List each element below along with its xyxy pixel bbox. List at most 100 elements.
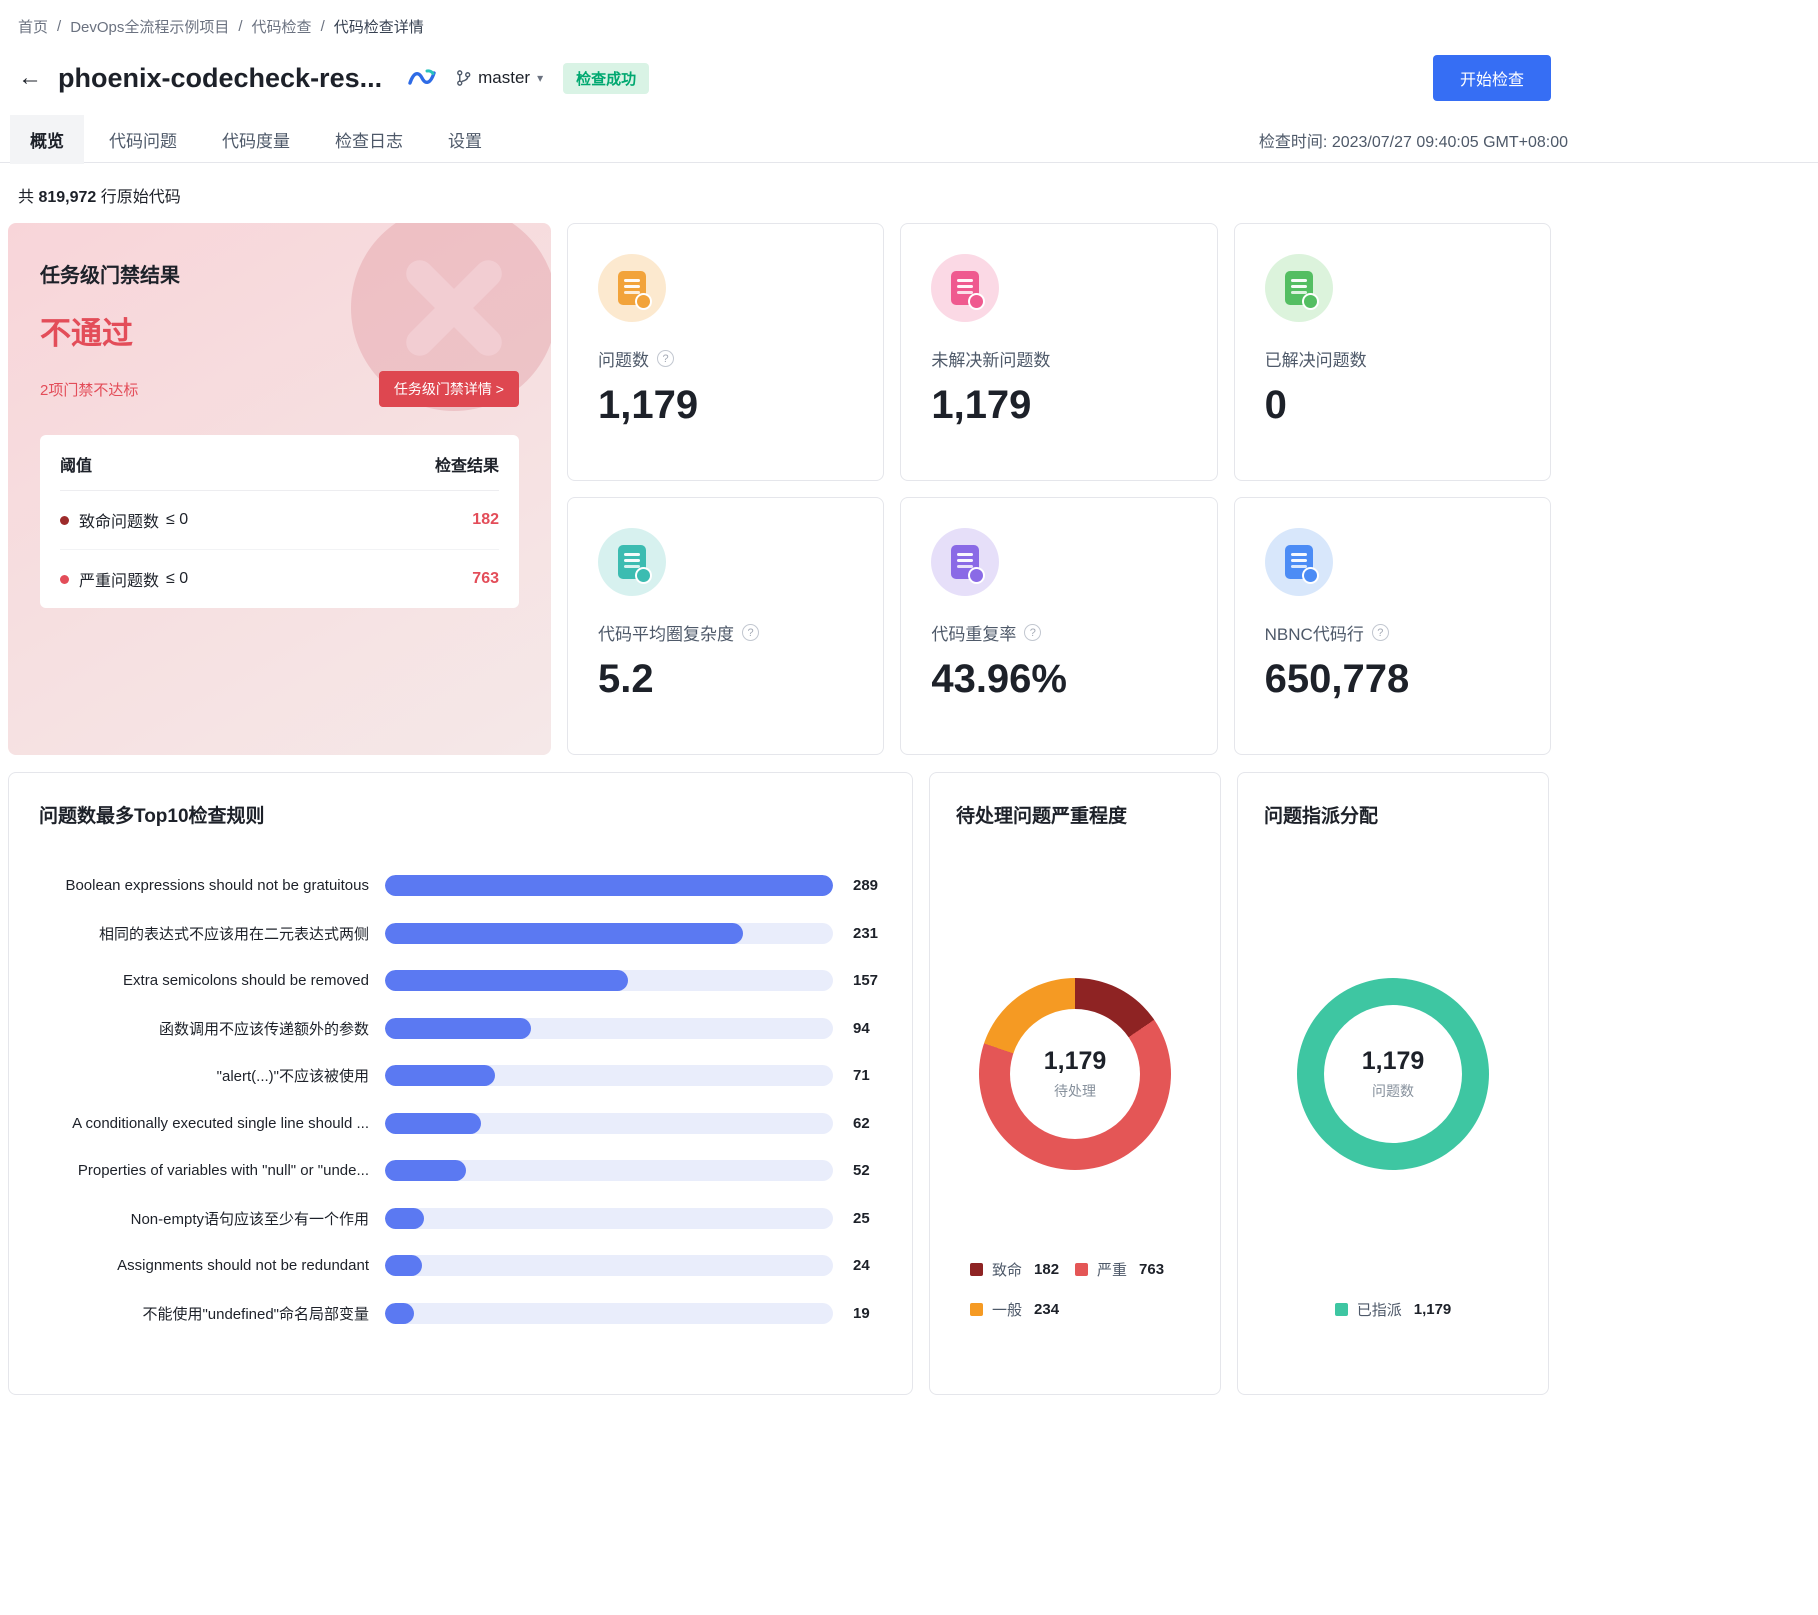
metric-card-unresolved: 未解决新问题数 1,179 [900, 223, 1218, 481]
severity-legend: 致命 182 严重 763 一般 234 [956, 1259, 1194, 1320]
rule-bar-track [385, 1207, 833, 1229]
rule-label: Non-empty语句应该至少有一个作用 [130, 1210, 369, 1228]
help-icon[interactable]: ? [742, 624, 759, 641]
page-title: phoenix-codecheck-res... [58, 62, 383, 93]
gate-title: 任务级门禁结果 [40, 265, 180, 287]
rule-bar-track [385, 970, 833, 992]
metric-value: 650,778 [1264, 657, 1410, 701]
branch-icon [457, 70, 471, 86]
rule-label: Assignments should not be redundant [117, 1257, 369, 1275]
assignment-card-title: 问题指派分配 [1264, 806, 1379, 827]
rule-bar [385, 1207, 424, 1229]
breadcrumb-project[interactable]: DevOps全流程示例项目 [70, 19, 230, 36]
legend-item-assigned: 已指派 1,179 [1334, 1299, 1451, 1320]
rule-bar [385, 1112, 482, 1134]
codecheck-logo-icon [406, 62, 438, 94]
legend-swatch [1334, 1303, 1348, 1316]
back-button[interactable]: ← [18, 64, 42, 91]
gate-subtitle: 2项门禁不达标 [40, 381, 139, 399]
metric-label: 问题数 [598, 351, 649, 370]
rule-value: 289 [853, 877, 879, 895]
rule-bar [385, 1302, 415, 1324]
loc-count: 819,972 [38, 189, 97, 206]
metric-value: 43.96% [931, 657, 1067, 701]
metric-label: 已解决问题数 [1264, 351, 1367, 370]
rule-label: 相同的表达式不应该用在二元表达式两侧 [98, 925, 369, 943]
breadcrumb: 首页 / DevOps全流程示例项目 / 代码检查 / 代码检查详情 [0, 0, 1818, 43]
breadcrumb-codecheck[interactable]: 代码检查 [251, 19, 312, 36]
metric-value: 5.2 [598, 657, 654, 701]
help-icon[interactable]: ? [1371, 624, 1389, 641]
rule-label: "alert(...)"不应该被使用 [216, 1068, 369, 1086]
rule-bar-row: Properties of variables with "null" or "… [39, 1147, 882, 1195]
duplication-icon [931, 528, 1000, 596]
severity-card: 待处理问题严重程度 1,179 待处理 致命 182 [929, 772, 1221, 1395]
start-check-button[interactable]: 开始检查 [1432, 55, 1551, 101]
assignment-legend: 已指派 1,179 [1264, 1299, 1522, 1320]
gate-detail-button[interactable]: 任务级门禁详情 > [378, 371, 519, 407]
help-icon[interactable]: ? [657, 350, 674, 367]
severity-dot [60, 574, 69, 584]
rule-bar-track [385, 1112, 833, 1134]
rule-label: Properties of variables with "null" or "… [77, 1162, 369, 1180]
gate-result: 不通过 [40, 316, 133, 351]
breadcrumb-separator: / [238, 18, 243, 35]
rule-bar-row: 相同的表达式不应该用在二元表达式两侧 231 [39, 910, 882, 958]
severity-total-label: 待处理 [1054, 1083, 1096, 1099]
severity-total: 1,179 [1043, 1047, 1107, 1075]
rule-bar-row: 不能使用"undefined"命名局部变量 19 [39, 1290, 882, 1338]
top10-bar-chart: Boolean expressions should not be gratui… [39, 862, 882, 1337]
rule-bar-row: Extra semicolons should be removed 157 [39, 957, 882, 1005]
metric-label: 代码平均圈复杂度 [598, 625, 734, 644]
threshold-result-value: 182 [472, 511, 499, 528]
rule-label: 函数调用不应该传递额外的参数 [158, 1020, 369, 1038]
legend-swatch [970, 1303, 983, 1316]
metric-value: 1,179 [931, 383, 1032, 427]
nbnc-icon [1264, 528, 1333, 596]
metric-label: 代码重复率 [931, 625, 1017, 644]
result-header: 检查结果 [434, 458, 499, 475]
metric-label: NBNC代码行 [1264, 625, 1364, 644]
rule-value: 62 [853, 1114, 870, 1132]
metric-label: 未解决新问题数 [931, 351, 1051, 370]
metric-value: 1,179 [598, 383, 699, 427]
rule-bar [385, 1160, 466, 1182]
rule-bar-row: Assignments should not be redundant 24 [39, 1242, 882, 1290]
metric-card-issues: 问题数 ? 1,179 [567, 223, 885, 481]
rule-bar [385, 875, 833, 897]
rule-bar [385, 1065, 496, 1087]
breadcrumb-home[interactable]: 首页 [18, 19, 49, 36]
rule-bar-track [385, 922, 833, 944]
threshold-row: 致命问题数 ≤ 0 182 [60, 491, 499, 549]
severity-dot [60, 515, 69, 525]
tab-code-issues[interactable]: 代码问题 [109, 132, 177, 151]
metric-value: 0 [1264, 383, 1287, 427]
branch-selector[interactable]: master ▾ [456, 68, 543, 88]
metric-card-nbnc: NBNC代码行 ? 650,778 [1233, 497, 1551, 755]
metric-card-resolved: 已解决问题数 0 [1233, 223, 1551, 481]
resolved-icon [1264, 254, 1333, 322]
rule-bar-track [385, 1065, 833, 1087]
gate-threshold-table: 阈值 检查结果 致命问题数 ≤ 0 182 严重问题数 ≤ 0 763 [40, 435, 519, 608]
rule-bar-row: "alert(...)"不应该被使用 71 [39, 1052, 882, 1100]
rule-value: 52 [853, 1162, 870, 1180]
tab-check-logs[interactable]: 检查日志 [335, 132, 403, 151]
assignment-total-label: 问题数 [1372, 1083, 1414, 1099]
tab-code-metrics[interactable]: 代码度量 [222, 132, 290, 151]
rule-value: 71 [853, 1067, 870, 1085]
severity-card-title: 待处理问题严重程度 [956, 806, 1128, 827]
legend-item-fatal: 致命 182 [970, 1259, 1075, 1280]
rule-bar [385, 970, 629, 992]
metric-card-complexity: 代码平均圈复杂度 ? 5.2 [567, 497, 885, 755]
rule-value: 25 [853, 1209, 870, 1227]
unresolved-icon [931, 254, 1000, 322]
breadcrumb-current: 代码检查详情 [333, 19, 424, 36]
rule-bar [385, 1255, 423, 1277]
tab-settings[interactable]: 设置 [448, 132, 482, 151]
rule-label: A conditionally executed single line sho… [72, 1114, 369, 1132]
status-badge: 检查成功 [563, 62, 650, 94]
help-icon[interactable]: ? [1024, 624, 1042, 641]
tab-overview[interactable]: 概览 [10, 115, 84, 164]
rule-bar [385, 922, 744, 944]
legend-swatch [1075, 1263, 1088, 1276]
